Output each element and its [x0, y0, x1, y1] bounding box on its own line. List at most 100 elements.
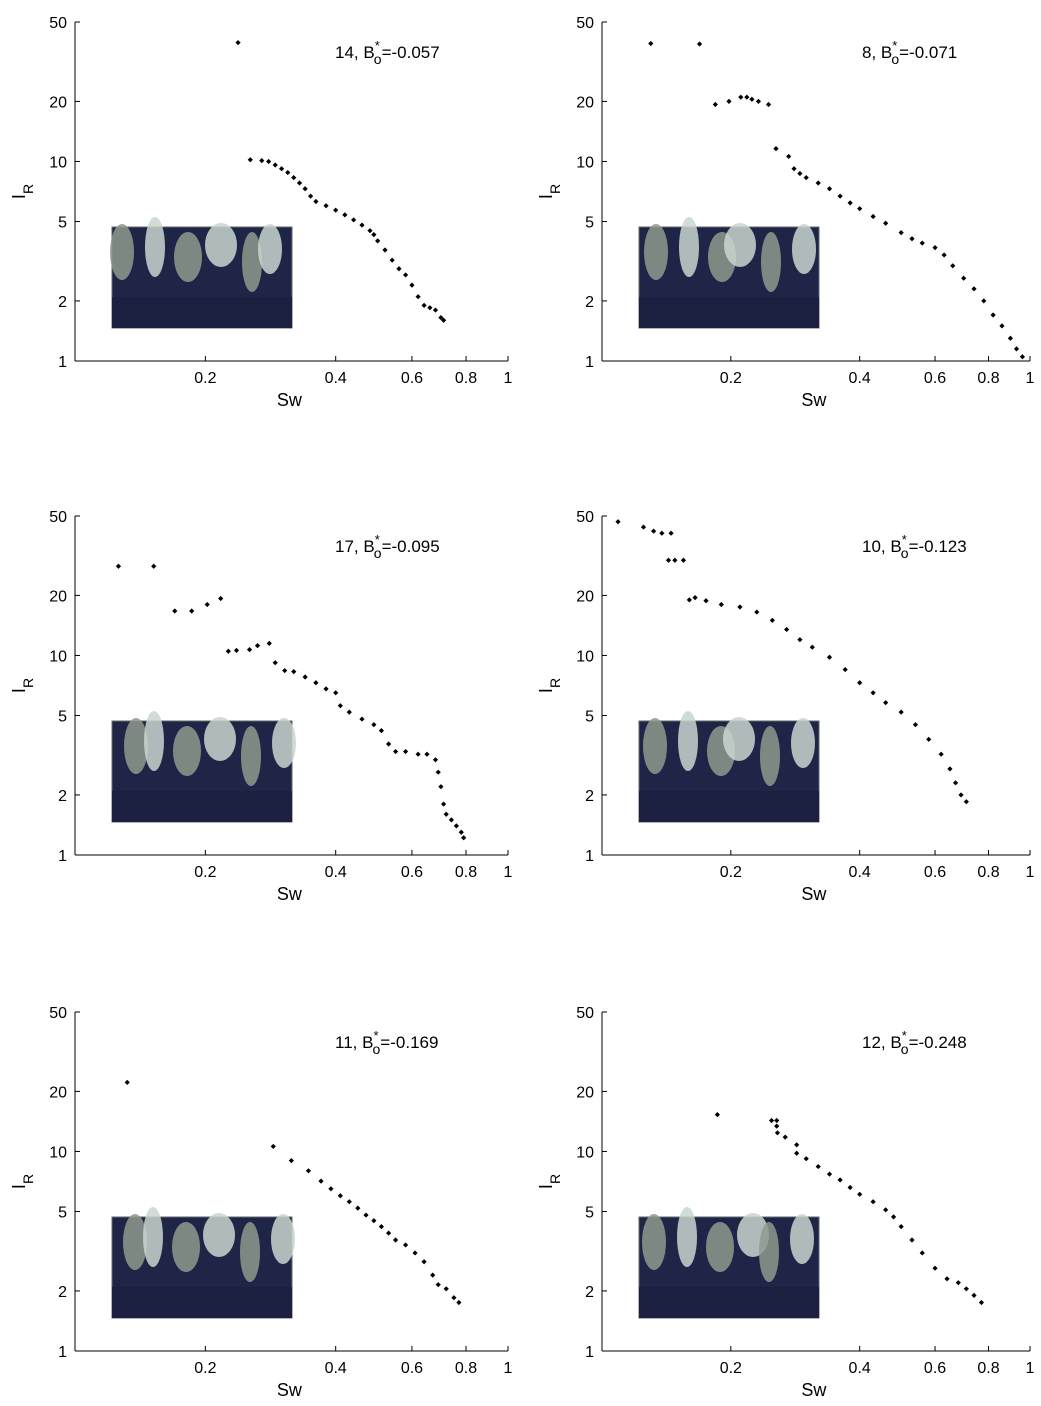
data-point — [247, 157, 253, 163]
y-tick-label: 20 — [576, 1084, 594, 1101]
data-point — [456, 1299, 462, 1306]
data-point — [815, 180, 821, 186]
data-point — [371, 232, 377, 238]
inset-blob — [173, 726, 201, 776]
data-point — [919, 1250, 925, 1256]
x-tick-label: 0.4 — [325, 370, 347, 387]
annotation-suffix: =-0.057 — [382, 43, 440, 62]
annotation-sub: o — [901, 1041, 909, 1057]
y-axis-label-sub: R — [547, 184, 563, 194]
data-point — [435, 769, 441, 775]
x-tick-label: 0.4 — [849, 1360, 871, 1377]
data-point — [847, 1184, 853, 1191]
data-point — [313, 680, 319, 686]
x-tick-label: 1 — [1026, 864, 1035, 881]
data-point — [402, 1242, 409, 1248]
data-point — [307, 193, 314, 199]
annotation-suffix: =-0.095 — [382, 537, 440, 556]
data-point — [246, 647, 253, 653]
data-point — [409, 282, 415, 288]
data-point — [958, 792, 964, 798]
data-point — [883, 700, 889, 706]
x-tick-label: 0.6 — [401, 1360, 423, 1377]
data-point — [288, 1157, 294, 1164]
annotation: 12, B* o=-0.248 — [862, 1028, 967, 1057]
data-point — [971, 1292, 977, 1298]
y-tick-label: 2 — [585, 788, 594, 805]
data-point — [870, 1199, 876, 1205]
annotation-sup: * — [375, 532, 380, 547]
data-point — [703, 598, 709, 604]
data-point — [912, 722, 919, 728]
data-point — [870, 690, 876, 696]
y-tick-label: 5 — [585, 709, 594, 726]
annotation: 10, B* o=-0.123 — [862, 532, 967, 561]
data-point — [371, 1218, 377, 1224]
y-tick-label: 10 — [576, 1144, 594, 1161]
x-tick-label: 0.8 — [455, 864, 477, 881]
annotation: 8, B* o=-0.071 — [862, 38, 957, 67]
data-point — [659, 530, 665, 536]
data-point — [432, 757, 439, 763]
data-point — [898, 230, 904, 236]
inset-blob — [642, 1214, 666, 1270]
inset-floor — [639, 297, 819, 328]
data-point — [402, 748, 409, 755]
data-point — [266, 640, 272, 646]
data-point — [774, 1123, 780, 1129]
annotation-prefix: 11, B — [335, 1033, 373, 1052]
data-point — [443, 811, 449, 817]
data-point — [333, 207, 339, 213]
data-point — [346, 709, 352, 715]
x-tick-label: 1 — [1026, 1360, 1035, 1377]
inset-blob — [643, 718, 667, 774]
data-point — [926, 736, 932, 742]
data-point — [797, 637, 803, 643]
y-tick-label: 20 — [576, 94, 594, 111]
chart-panel: 1 2 5 10 20 50 0.2 0.4 0.6 0.8 1 Sw IR 17, B* o=-0.095 — [9, 509, 513, 904]
x-tick-label: 0.2 — [194, 864, 216, 881]
data-point — [412, 1250, 418, 1256]
x-axis-label: Sw — [277, 1380, 303, 1400]
data-point — [963, 1286, 969, 1292]
x-tick-label: 0.2 — [194, 370, 216, 387]
data-point — [898, 1224, 904, 1230]
y-tick-label: 10 — [576, 648, 594, 665]
data-point — [857, 680, 863, 686]
y-axis-label-main: I — [536, 1184, 556, 1189]
data-point — [648, 40, 654, 47]
y-tick-label: 50 — [576, 15, 594, 32]
data-point — [386, 1230, 392, 1236]
data-point — [1019, 354, 1026, 360]
y-tick-label: 1 — [58, 354, 67, 371]
x-tick-label: 0.6 — [924, 1360, 946, 1377]
annotation-sub: o — [373, 1041, 381, 1057]
annotation: 14, B* o=-0.057 — [335, 38, 440, 67]
inset-blob — [272, 718, 296, 768]
inset-blob — [242, 232, 262, 292]
x-tick-label: 0.8 — [455, 1360, 477, 1377]
data-point — [440, 317, 447, 323]
data-point — [382, 247, 388, 253]
data-point — [712, 101, 718, 108]
annotation-sup: * — [902, 1028, 907, 1043]
x-tick-label: 0.8 — [977, 370, 999, 387]
data-point — [826, 1171, 833, 1177]
data-point — [415, 294, 421, 300]
inset-blob — [258, 224, 282, 274]
y-tick-label: 5 — [585, 215, 594, 232]
data-point — [313, 198, 319, 205]
data-point — [458, 829, 464, 835]
x-tick-label: 0.4 — [325, 864, 347, 881]
data-point — [443, 1286, 449, 1292]
y-axis-label-sub: R — [20, 678, 36, 688]
data-point — [124, 1079, 130, 1085]
data-point — [837, 1177, 843, 1183]
inset-blob — [759, 1222, 779, 1282]
inset-blob — [724, 223, 756, 267]
inset-blob — [644, 224, 668, 280]
inset-blob — [204, 717, 236, 761]
y-tick-label: 50 — [576, 509, 594, 526]
data-point — [438, 784, 444, 790]
